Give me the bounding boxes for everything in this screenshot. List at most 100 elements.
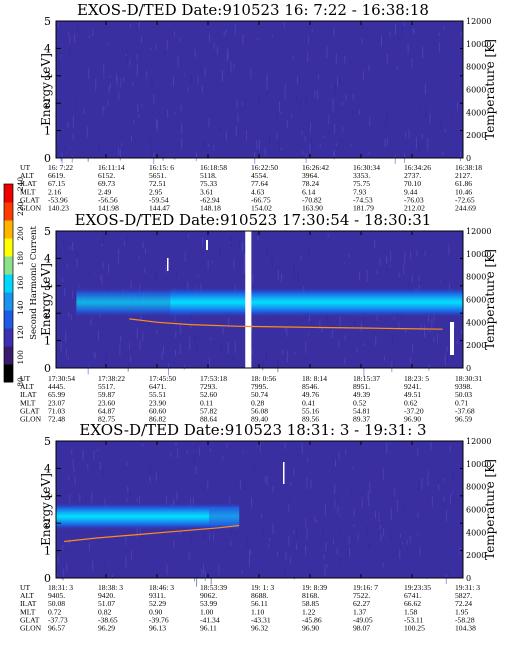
- ephemeris-cell: -53.11: [404, 615, 424, 624]
- noise-streak: [101, 275, 103, 286]
- noise-streak: [211, 260, 213, 264]
- data-fleck: [283, 462, 285, 484]
- noise-streak: [242, 450, 244, 453]
- ephemeris-cell: 17:38:22: [98, 374, 125, 383]
- ephemeris-cell: 16:38:18: [455, 163, 482, 172]
- colorbar-swatch: [4, 274, 13, 293]
- noise-streak: [257, 236, 259, 241]
- noise-streak: [416, 136, 417, 149]
- data-fleck: [206, 240, 208, 250]
- ephemeris-cell: 52.29: [149, 599, 166, 608]
- noise-streak: [142, 241, 144, 249]
- noise-streak: [431, 318, 433, 329]
- noise-streak: [151, 147, 153, 158]
- noise-streak: [232, 355, 234, 363]
- ephemeris-row-label: UT: [20, 374, 30, 383]
- noise-streak: [269, 135, 270, 145]
- noise-streak: [350, 490, 352, 496]
- ephemeris-cell: 17:30:54: [48, 374, 75, 383]
- noise-streak: [102, 468, 104, 477]
- noise-streak: [293, 530, 295, 534]
- noise-streak: [108, 263, 109, 274]
- noise-streak: [284, 90, 286, 100]
- noise-streak: [443, 495, 445, 502]
- noise-streak: [119, 148, 121, 161]
- noise-streak: [88, 270, 90, 275]
- ephemeris-cell: 9405.: [48, 591, 65, 600]
- ephemeris-cell: 16: 7:22: [48, 163, 73, 172]
- noise-streak: [438, 42, 440, 52]
- noise-streak: [93, 450, 95, 461]
- noise-streak: [392, 335, 394, 343]
- ephemeris-cell: 4.63: [251, 187, 264, 196]
- noise-streak: [268, 544, 270, 548]
- ephemeris-cell: 55.16: [302, 406, 319, 415]
- ephemeris-row-label: GLAT: [20, 406, 40, 415]
- noise-streak: [440, 121, 442, 130]
- y-tick-label: 2: [44, 307, 51, 320]
- noise-streak: [450, 494, 451, 505]
- ephemeris-cell: 69.73: [98, 179, 115, 188]
- noise-streak: [209, 33, 210, 42]
- noise-streak: [379, 508, 381, 518]
- noise-streak: [326, 46, 328, 59]
- noise-streak: [70, 349, 72, 352]
- ephemeris-cell: 72.51: [149, 179, 166, 188]
- noise-streak: [361, 24, 363, 30]
- noise-streak: [386, 256, 387, 269]
- noise-streak: [231, 529, 233, 534]
- noise-streak: [155, 271, 157, 279]
- noise-streak: [409, 535, 411, 543]
- colorbar-tick-label: 100: [16, 350, 25, 365]
- noise-streak: [99, 461, 101, 471]
- noise-streak: [175, 330, 177, 338]
- noise-streak: [251, 497, 253, 507]
- noise-streak: [457, 102, 459, 111]
- noise-streak: [73, 467, 75, 473]
- noise-streak: [141, 103, 143, 108]
- noise-streak: [326, 314, 328, 325]
- noise-streak: [166, 563, 168, 575]
- noise-streak: [336, 548, 338, 555]
- noise-streak: [399, 542, 401, 550]
- noise-streak: [252, 273, 254, 283]
- noise-streak: [368, 151, 370, 155]
- noise-streak: [222, 70, 223, 82]
- ephemeris-cell: 75.75: [353, 179, 370, 188]
- noise-streak: [109, 75, 111, 78]
- noise-streak: [183, 364, 185, 370]
- noise-streak: [69, 44, 71, 55]
- ephemeris-cell: 18:53:39: [200, 583, 227, 592]
- noise-streak: [261, 443, 262, 452]
- noise-streak: [204, 570, 206, 582]
- noise-streak: [188, 551, 190, 560]
- noise-streak: [332, 100, 334, 112]
- noise-streak: [250, 69, 252, 79]
- noise-streak: [69, 494, 71, 505]
- noise-streak: [126, 497, 128, 502]
- noise-streak: [258, 139, 260, 150]
- noise-streak: [227, 341, 229, 354]
- noise-streak: [344, 357, 346, 364]
- noise-streak: [218, 564, 220, 575]
- noise-streak: [130, 355, 132, 363]
- ephemeris-row-label: GLAT: [20, 615, 40, 624]
- noise-streak: [338, 341, 340, 348]
- ephemeris-cell: 53.99: [200, 599, 217, 608]
- noise-streak: [386, 442, 388, 454]
- ephemeris-cell: 2737.: [404, 171, 421, 180]
- panel-title: EXOS-D/TED Date:910523 17:30:54 - 18:30:…: [75, 211, 432, 229]
- colorbar-swatch: [4, 346, 13, 365]
- y2-axis-label: Temperature [K]: [483, 459, 497, 560]
- noise-streak: [126, 461, 128, 466]
- noise-streak: [179, 324, 181, 335]
- noise-streak: [179, 37, 181, 42]
- noise-streak: [57, 146, 59, 155]
- noise-streak: [173, 76, 174, 87]
- noise-streak: [271, 257, 273, 268]
- noise-streak: [139, 340, 141, 351]
- colorbar-tick-label: 80: [16, 377, 25, 387]
- noise-streak: [284, 84, 286, 90]
- noise-streak: [430, 441, 432, 451]
